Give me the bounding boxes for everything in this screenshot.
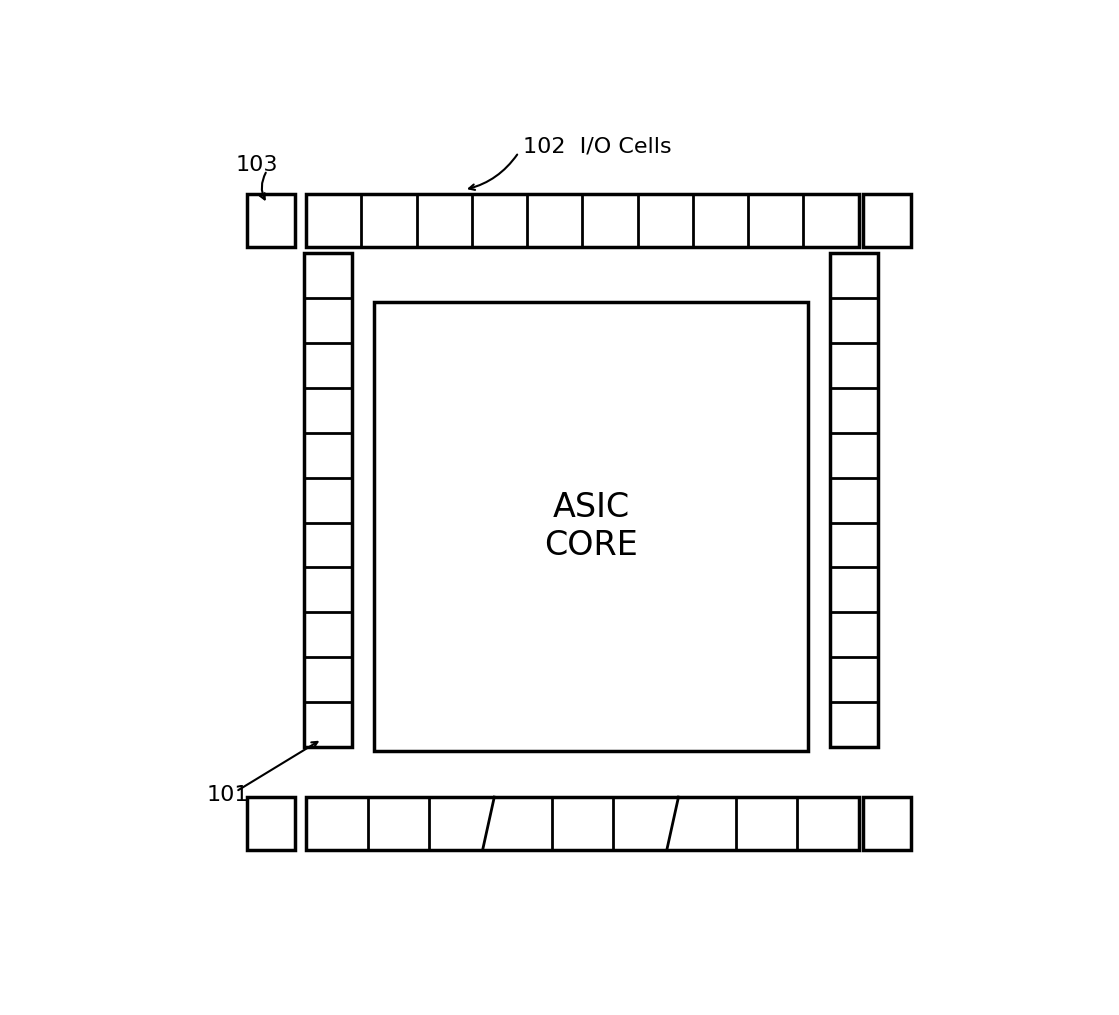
- Bar: [247, 797, 295, 851]
- Bar: [863, 194, 911, 247]
- Bar: [863, 797, 911, 851]
- Text: ASIC
CORE: ASIC CORE: [544, 490, 638, 562]
- Text: 101: 101: [206, 786, 248, 806]
- Bar: [374, 301, 808, 751]
- Bar: [830, 253, 878, 747]
- Bar: [304, 253, 352, 747]
- Bar: [307, 194, 858, 247]
- Bar: [307, 797, 858, 851]
- Text: 103: 103: [236, 154, 279, 175]
- Bar: [247, 194, 295, 247]
- Text: 102  I/O Cells: 102 I/O Cells: [523, 137, 671, 156]
